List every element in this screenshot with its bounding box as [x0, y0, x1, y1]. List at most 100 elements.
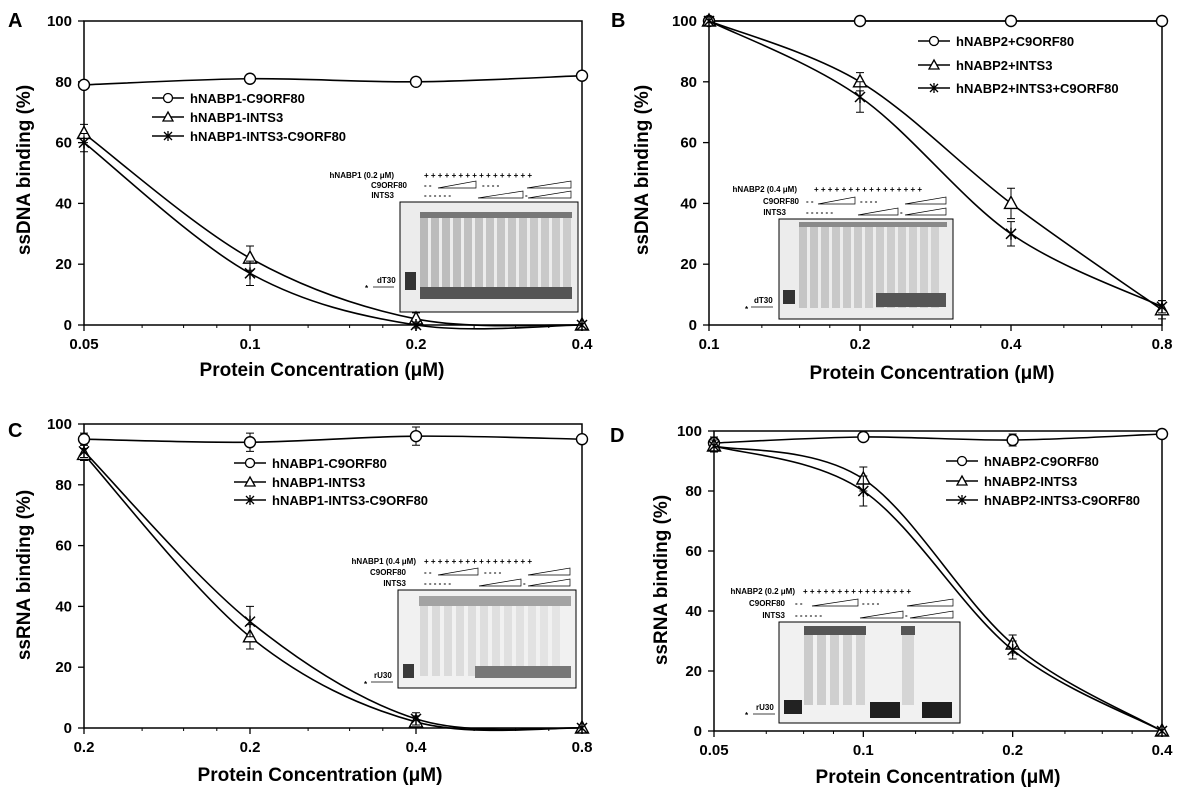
inset-plus-row: + + + + + + + + + + + + + + + +	[814, 185, 922, 194]
data-point-circle	[575, 433, 589, 446]
panel-a: A ssDNA binding (%) Protein Concentratio…	[8, 10, 593, 381]
x-axis-label: Protein Concentration (μM)	[816, 767, 1061, 788]
legend-circle-marker	[244, 457, 256, 469]
x-axis-label: Protein Concentration (μM)	[810, 363, 1055, 384]
legend-entry: hNABP1-C9ORF80	[272, 456, 387, 471]
gel-inset: hNABP2 (0.4 μM) + + + + + + + + + + + + …	[733, 185, 954, 320]
data-point-star	[857, 485, 869, 497]
data-point-circle	[575, 69, 589, 82]
y-tick-label: 60	[55, 135, 72, 152]
data-point-circle	[409, 75, 423, 89]
x-tick-label: 0.05	[699, 742, 728, 759]
legend: hNABP1-C9ORF80 hNABP1-INTS3 hNABP1-INTS3…	[234, 456, 428, 508]
legend-entry: hNABP1-INTS3-C9ORF80	[190, 129, 346, 144]
gel-lanes	[783, 222, 947, 308]
y-tick-label: 20	[55, 659, 72, 676]
y-tick-label: 60	[680, 135, 697, 152]
gel-lanes	[784, 626, 952, 718]
legend: hNABP2+C9ORF80 hNABP2+INTS3 hNABP2+INTS3…	[918, 34, 1119, 96]
y-tick-label: 80	[685, 483, 702, 500]
legend-circle-marker	[162, 92, 174, 104]
legend-entry: hNABP2+INTS3+C9ORF80	[956, 81, 1119, 96]
data-point-star	[576, 722, 588, 734]
inset-dash: - - - -	[862, 599, 880, 608]
data-point-triangle	[1003, 194, 1019, 210]
y-tick-label: 20	[685, 663, 702, 680]
x-tick-label: 0.8	[572, 739, 593, 756]
panel-letter: B	[611, 10, 625, 32]
x-tick-label: 0.4	[1001, 336, 1023, 353]
x-tick-label: 0.2	[406, 336, 427, 353]
y-tick-label: 20	[680, 256, 697, 273]
series-line	[83, 74, 583, 86]
series-line	[83, 435, 583, 444]
x-axis-label: Protein Concentration (μM)	[198, 765, 443, 786]
data-point-circle	[243, 436, 257, 449]
x-tick-label: 0.2	[1002, 742, 1023, 759]
data-point-circle	[1155, 14, 1169, 28]
x-tick-label: 0.05	[69, 336, 98, 353]
probe-marker: *	[745, 711, 749, 720]
gel-lanes	[405, 212, 572, 299]
legend-entry: hNABP1-INTS3-C9ORF80	[272, 493, 428, 508]
legend-entry: hNABP2+C9ORF80	[956, 34, 1074, 49]
data-point-star	[576, 319, 588, 331]
inset-dash: - - - -	[484, 568, 502, 577]
y-tick-label: 40	[55, 195, 72, 212]
y-axis-label: ssDNA binding (%)	[14, 85, 35, 255]
y-tick-label: 40	[55, 598, 72, 615]
legend-triangle-marker	[927, 58, 941, 70]
gel-inset: hNABP1 (0.4 μM) + + + + + + + + + + + + …	[352, 557, 577, 689]
panel-letter: A	[8, 10, 22, 32]
y-tick-label: 100	[677, 423, 702, 440]
y-tick-label: 100	[47, 416, 72, 433]
data-point-star	[78, 136, 90, 149]
data-point-star	[78, 445, 90, 458]
plot-frame	[713, 430, 1163, 732]
x-tick-label: 0.1	[853, 742, 874, 759]
series-line	[713, 445, 1163, 732]
y-axis-label: ssRNA binding (%)	[14, 490, 35, 660]
y-tick-label: 60	[685, 543, 702, 560]
data-point-star	[244, 615, 256, 628]
data-point-star	[1005, 227, 1017, 240]
inset-plus-row: + + + + + + + + + + + + + + + +	[803, 587, 911, 596]
inset-label: INTS3	[371, 191, 394, 200]
inset-label: INTS3	[763, 208, 786, 217]
inset-plus-row: + + + + + + + + + + + + + + + +	[424, 557, 532, 566]
legend-triangle-marker	[161, 110, 175, 122]
panel-d: D ssRNA binding (%) Protein Concentratio…	[610, 423, 1173, 788]
plot-frame	[83, 20, 583, 326]
x-tick-label: 0.2	[74, 739, 95, 756]
y-tick-label: 0	[64, 720, 72, 737]
x-tick-label: 0.8	[1152, 336, 1173, 353]
y-tick-label: 40	[680, 195, 697, 212]
series-line	[708, 20, 1163, 311]
inset-dash: -	[523, 579, 526, 588]
inset-dash: - -	[806, 197, 814, 206]
inset-dash: - - - - - -	[806, 208, 833, 217]
legend-triangle-marker	[955, 474, 969, 486]
inset-plus-row: + + + + + + + + + + + + + + + +	[424, 171, 532, 180]
inset-dash: - -	[424, 181, 432, 190]
gel-lanes	[403, 596, 571, 678]
inset-dash: - - - - - -	[424, 579, 451, 588]
x-tick-label: 0.4	[406, 739, 428, 756]
probe-label: rU30	[756, 703, 774, 712]
legend-entry: hNABP1-C9ORF80	[190, 91, 305, 106]
legend-triangle-marker	[243, 475, 257, 487]
probe-label: dT30	[377, 276, 396, 285]
data-point-circle	[857, 430, 870, 444]
data-point-circle	[409, 429, 423, 443]
inset-label: hNABP2 (0.4 μM)	[733, 185, 798, 194]
legend-entry: hNABP2-INTS3-C9ORF80	[984, 493, 1140, 508]
inset-label: hNABP1 (0.4 μM)	[352, 557, 417, 566]
probe-marker: *	[745, 305, 749, 314]
panel-b: B ssDNA binding (%) Protein Concentratio…	[611, 10, 1172, 384]
inset-label: INTS3	[762, 611, 785, 620]
data-point-star	[410, 319, 422, 331]
inset-dash: - -	[424, 568, 432, 577]
inset-label: hNABP1 (0.2 μM)	[330, 171, 395, 180]
data-point-circle	[1006, 433, 1019, 447]
